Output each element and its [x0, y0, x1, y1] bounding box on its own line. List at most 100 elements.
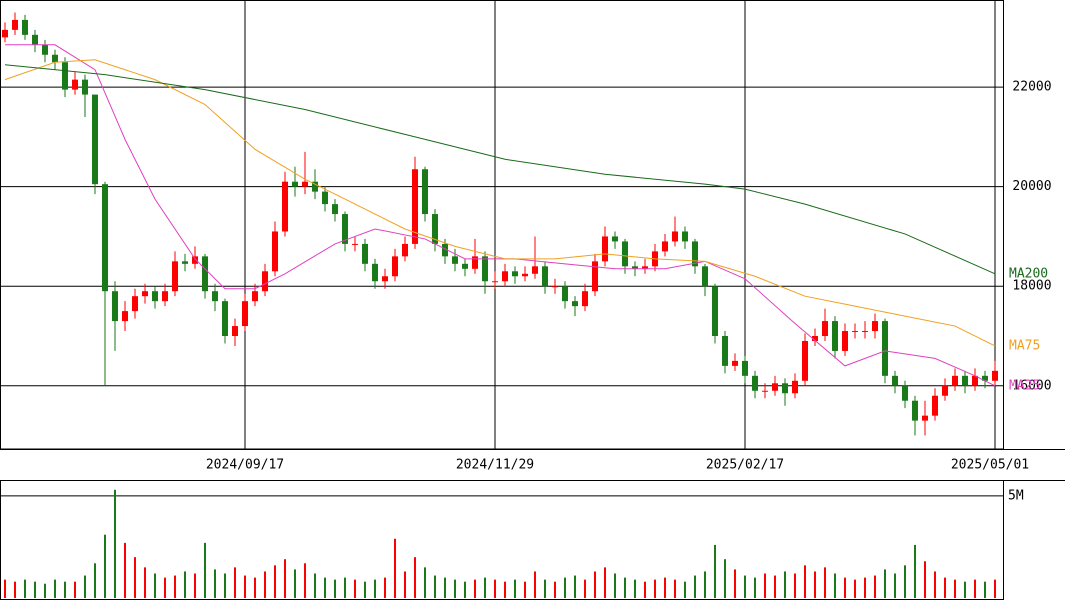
candle-body	[832, 321, 838, 351]
volume-bar	[4, 579, 6, 598]
volume-bar	[874, 575, 876, 598]
volume-bar	[934, 571, 936, 598]
volume-bar	[324, 577, 326, 598]
volume-bar	[584, 579, 586, 598]
volume-bar	[794, 573, 796, 598]
volume-bar	[604, 567, 606, 598]
candle-body	[342, 214, 348, 244]
volume-bar	[454, 579, 456, 598]
candle-body	[552, 286, 558, 288]
y-tick-label: 5M	[1008, 488, 1024, 503]
volume-bar	[354, 579, 356, 598]
volume-bar	[884, 569, 886, 598]
candle-body	[42, 44, 48, 55]
volume-bar	[134, 557, 136, 598]
volume-bar	[754, 577, 756, 598]
volume-bar	[744, 575, 746, 598]
candle-body	[502, 271, 508, 282]
candle-body	[682, 231, 688, 242]
volume-bar	[624, 577, 626, 598]
candle-body	[562, 286, 568, 302]
volume-bar	[484, 577, 486, 598]
candle-body	[182, 261, 188, 264]
candle-body	[252, 291, 258, 302]
candle-body	[632, 266, 638, 269]
candle-body	[282, 181, 288, 232]
volume-bar	[254, 577, 256, 598]
candle-body	[432, 214, 438, 244]
candle-body	[972, 375, 978, 386]
candle-body	[912, 400, 918, 421]
candle-body	[382, 276, 388, 282]
volume-bar	[894, 573, 896, 598]
volume-bar	[414, 557, 416, 598]
volume-bar	[914, 544, 916, 598]
candle-body	[872, 321, 878, 332]
candle-body	[942, 385, 948, 396]
volume-bar	[154, 573, 156, 598]
moving-average-line	[4, 59, 996, 347]
volume-bar	[864, 577, 866, 598]
volume-bar	[274, 565, 276, 598]
volume-bar	[84, 575, 86, 598]
volume-bar	[614, 573, 616, 598]
volume-bar	[194, 573, 196, 598]
volume-bar	[764, 573, 766, 598]
volume-bar	[14, 581, 16, 598]
volume-bar	[214, 569, 216, 598]
candle-body	[202, 256, 208, 292]
volume-bar	[294, 569, 296, 598]
candle-body	[712, 286, 718, 337]
volume-bar	[994, 579, 996, 598]
volume-bar	[824, 567, 826, 598]
candle-body	[772, 383, 778, 391]
volume-bar	[844, 577, 846, 598]
candle-body	[702, 266, 708, 287]
volume-bar	[224, 573, 226, 598]
candle-body	[922, 415, 928, 421]
candle-body	[162, 291, 168, 302]
x-tick-label: 2024/09/17	[206, 458, 284, 473]
y-tick-label: 22000	[1012, 80, 1051, 95]
candle-body	[2, 29, 8, 38]
volume-bar	[944, 577, 946, 598]
ma-label: MA25	[1009, 378, 1040, 393]
candle-body	[742, 360, 748, 376]
volume-bar	[44, 583, 46, 598]
moving-average-line	[4, 64, 996, 275]
y-tick-label: 18000	[1012, 279, 1051, 294]
candle-body	[612, 236, 618, 242]
candle-body	[622, 241, 628, 267]
candle-body	[602, 236, 608, 262]
candle-body	[662, 241, 668, 252]
volume-bar	[174, 575, 176, 598]
x-tick-label: 2024/11/29	[456, 458, 534, 473]
volume-bar	[704, 571, 706, 598]
candle-body	[302, 181, 308, 187]
candle-body	[192, 256, 198, 264]
moving-average-line	[5, 44, 996, 387]
candle-body	[692, 241, 698, 267]
volume-bar	[904, 565, 906, 598]
candle-body	[992, 370, 998, 381]
candle-body	[892, 375, 898, 386]
volume-bar	[384, 577, 386, 598]
volume-bar	[494, 579, 496, 598]
candle-body	[82, 79, 88, 95]
volume-bar	[814, 571, 816, 598]
candle-body	[452, 256, 458, 264]
candle-body	[222, 301, 228, 337]
candle-body	[112, 291, 118, 322]
candle-body	[752, 375, 758, 391]
candle-body	[12, 19, 18, 30]
volume-bar	[564, 577, 566, 598]
candle-body	[862, 331, 868, 333]
candle-body	[642, 266, 648, 269]
candle-body	[482, 256, 488, 282]
x-tick-label: 2025/02/17	[706, 458, 784, 473]
candle-body	[312, 181, 318, 192]
candle-body	[212, 291, 218, 302]
candle-body	[802, 340, 808, 381]
candle-body	[722, 336, 728, 366]
volume-bar	[554, 581, 556, 598]
